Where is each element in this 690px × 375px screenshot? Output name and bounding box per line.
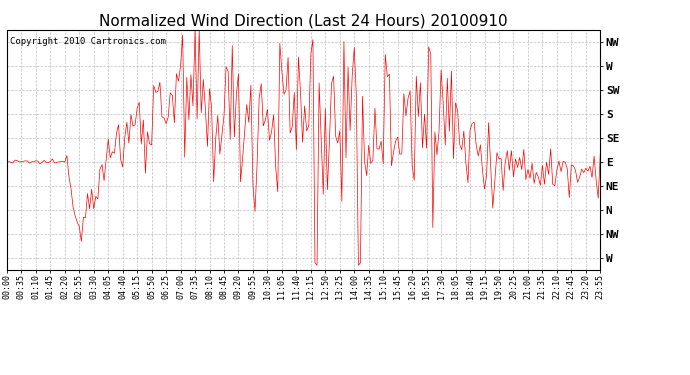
Title: Normalized Wind Direction (Last 24 Hours) 20100910: Normalized Wind Direction (Last 24 Hours… [99, 14, 508, 29]
Text: Copyright 2010 Cartronics.com: Copyright 2010 Cartronics.com [10, 37, 166, 46]
